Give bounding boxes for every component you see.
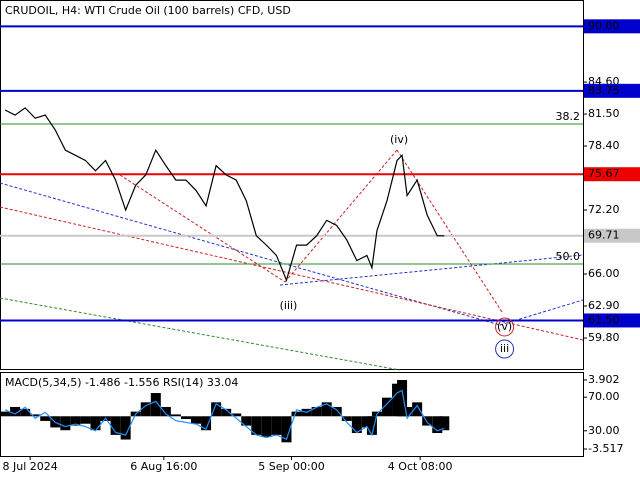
macd-bar: [321, 402, 332, 417]
trend-lines: [0, 149, 584, 371]
trend-line: [0, 297, 401, 371]
macd-bar: [30, 414, 41, 417]
rsi-line: [4, 389, 445, 441]
y-tick-label: 30.00: [588, 424, 620, 437]
macd-bar: [20, 408, 31, 417]
level-label: 75.67: [588, 167, 620, 180]
x-tick-label: 5 Sep 00:00: [258, 460, 324, 473]
price-line: [4, 107, 445, 283]
macd-bar: [412, 402, 423, 417]
macd-bar: [331, 406, 342, 417]
level-box: [584, 167, 640, 182]
x-tick-label: 4 Oct 08:00: [388, 460, 453, 473]
macd-bar: [311, 406, 322, 417]
wave-label: (v): [497, 320, 512, 333]
y-tick-label: 81.50: [588, 107, 620, 120]
y-tick-label: 78.40: [588, 139, 620, 152]
macd-bar: [366, 416, 377, 435]
macd-bar: [140, 402, 151, 417]
macd-bar: [70, 416, 81, 426]
macd-bar: [60, 416, 71, 431]
y-tick-label: 59.80: [588, 331, 620, 344]
macd-bar: [251, 416, 262, 435]
level-box: [584, 228, 640, 243]
y-tick-label: 3.902: [588, 373, 620, 386]
y-tick-label: 72.20: [588, 203, 620, 216]
macd-bar: [341, 416, 352, 421]
trend-line: [119, 174, 286, 283]
level-label: 90.00: [588, 19, 620, 32]
wave-label: iii: [500, 342, 509, 355]
macd-bar: [40, 416, 51, 421]
fib-label: 38.2: [556, 110, 581, 123]
trend-line: [0, 182, 501, 326]
trend-line: [396, 149, 503, 313]
macd-bar: [211, 402, 222, 417]
fib-label: 50.0: [556, 250, 581, 263]
x-tick-label: 6 Aug 16:00: [130, 460, 197, 473]
macd-bar: [261, 416, 272, 437]
macd-bar: [397, 380, 408, 417]
macd-bar: [439, 416, 450, 431]
macd-bar: [231, 413, 242, 417]
macd-bar: [361, 416, 372, 428]
macd-bar: [402, 406, 413, 417]
wave-label: (iv): [390, 133, 408, 146]
trend-line: [279, 254, 584, 286]
macd-bar: [80, 416, 91, 424]
macd-bar: [281, 416, 292, 443]
macd-bar: [392, 383, 403, 417]
macd-bar: [381, 397, 392, 417]
x-tick-label: 8 Jul 2024: [3, 460, 58, 473]
y-tick-label: 62.90: [588, 299, 620, 312]
chart-title: CRUDOIL, H4: WTI Crude Oil (100 barrels)…: [5, 4, 291, 17]
y-tick-label: -3.517: [588, 442, 623, 455]
macd-bar: [271, 416, 282, 435]
level-box: [584, 83, 640, 98]
macd-bar: [351, 416, 362, 434]
macd-bar: [221, 408, 232, 417]
trend-line: [284, 149, 398, 283]
macd-bar: [201, 416, 212, 431]
macd-bar: [422, 416, 433, 426]
level-box: [584, 19, 640, 34]
level-box: [584, 313, 640, 328]
macd-bar: [90, 416, 101, 431]
macd-bar: [120, 416, 131, 440]
macd-bar: [10, 406, 21, 417]
macd-bar: [291, 411, 302, 417]
y-tick-label: 66.00: [588, 267, 620, 280]
annotation-circle: [495, 339, 515, 359]
wave-label: (iii): [280, 299, 298, 312]
macd-bar: [180, 416, 191, 420]
level-label: 83.75: [588, 84, 620, 97]
macd-bar: [160, 406, 171, 417]
macd-bar: [0, 411, 11, 417]
macd-bar: [432, 416, 443, 434]
level-label: 61.50: [588, 313, 620, 326]
macd-bar: [150, 393, 161, 417]
trend-line: [499, 299, 584, 326]
macd-bar: [191, 416, 202, 424]
macd-bar: [170, 414, 181, 417]
indicator-title: MACD(5,34,5) -1.486 -1.556 RSI(14) 33.04: [5, 376, 238, 389]
annotation-circle: [495, 317, 515, 337]
level-label: 69.71: [588, 229, 620, 242]
macd-bar: [110, 416, 121, 435]
main-pane-frame: [0, 0, 584, 370]
macd-bar: [241, 416, 252, 426]
y-tick-label: 70.00: [588, 390, 620, 403]
